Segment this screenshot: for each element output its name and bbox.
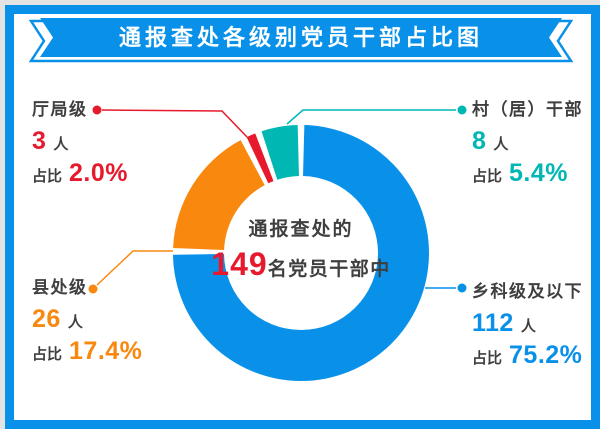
unit-label: 人 [67, 314, 83, 331]
category-pct: 2.0% [69, 159, 128, 187]
donut-slice-0 [173, 125, 429, 382]
page-title: 通报查处各级别党员干部占比图 [118, 25, 483, 50]
count-row: 8 人 [472, 127, 583, 156]
ratio-row: 占比 5.4% [472, 159, 583, 188]
center-line2-suffix: 名党员干部中 [267, 259, 391, 280]
donut-center-text: 通报查处的 149 名党员干部中 [211, 214, 390, 283]
category-name: 厅局级 [32, 100, 88, 119]
unit-label: 人 [493, 136, 509, 153]
ratio-prefix: 占比 [32, 346, 63, 363]
total-count: 149 [211, 246, 268, 282]
ratio-row: 占比 75.2% [472, 341, 583, 370]
ratio-prefix: 占比 [472, 350, 503, 367]
unit-label: 人 [520, 318, 536, 335]
unit-label: 人 [53, 136, 69, 153]
callout-line-2 [101, 109, 248, 138]
label-block-top-right: 村（居）干部 8 人 占比 5.4% [472, 95, 583, 191]
category-count: 112 [472, 309, 514, 337]
callout-dot-1 [88, 284, 98, 294]
callout-line-3 [286, 109, 456, 125]
count-row: 112 人 [472, 309, 583, 338]
center-line2: 149 名党员干部中 [211, 246, 390, 283]
label-block-top-left: 厅局级 3 人 占比 2.0% [32, 95, 128, 191]
center-line1: 通报查处的 [248, 219, 354, 240]
category-pct: 75.2% [509, 341, 583, 369]
callout-dot-3 [457, 105, 467, 115]
ratio-prefix: 占比 [472, 168, 503, 185]
donut-slice-2 [246, 133, 274, 184]
ratio-row: 占比 2.0% [32, 159, 128, 188]
count-row: 26 人 [32, 305, 142, 334]
category-pct: 17.4% [69, 337, 143, 365]
donut-slice-3 [261, 125, 299, 180]
label-block-bottom-left: 县处级 26 人 占比 17.4% [32, 273, 142, 369]
category-count: 3 [32, 127, 47, 155]
banner-ribbon [40, 18, 562, 57]
category-count: 26 [32, 305, 61, 333]
callout-dot-2 [92, 105, 102, 115]
category-pct: 5.4% [509, 159, 568, 187]
ratio-row: 占比 17.4% [32, 337, 142, 366]
category-name: 乡科级及以下 [472, 282, 583, 301]
category-name: 村（居）干部 [472, 100, 583, 119]
category-name: 县处级 [32, 278, 88, 297]
callout-dot-0 [457, 283, 467, 293]
label-block-bottom-right: 乡科级及以下 112 人 占比 75.2% [472, 277, 583, 373]
donut-slice-1 [173, 140, 265, 251]
count-row: 3 人 [32, 127, 128, 156]
callout-line-1 [96, 250, 173, 286]
category-count: 8 [472, 127, 487, 155]
ratio-prefix: 占比 [32, 168, 63, 185]
